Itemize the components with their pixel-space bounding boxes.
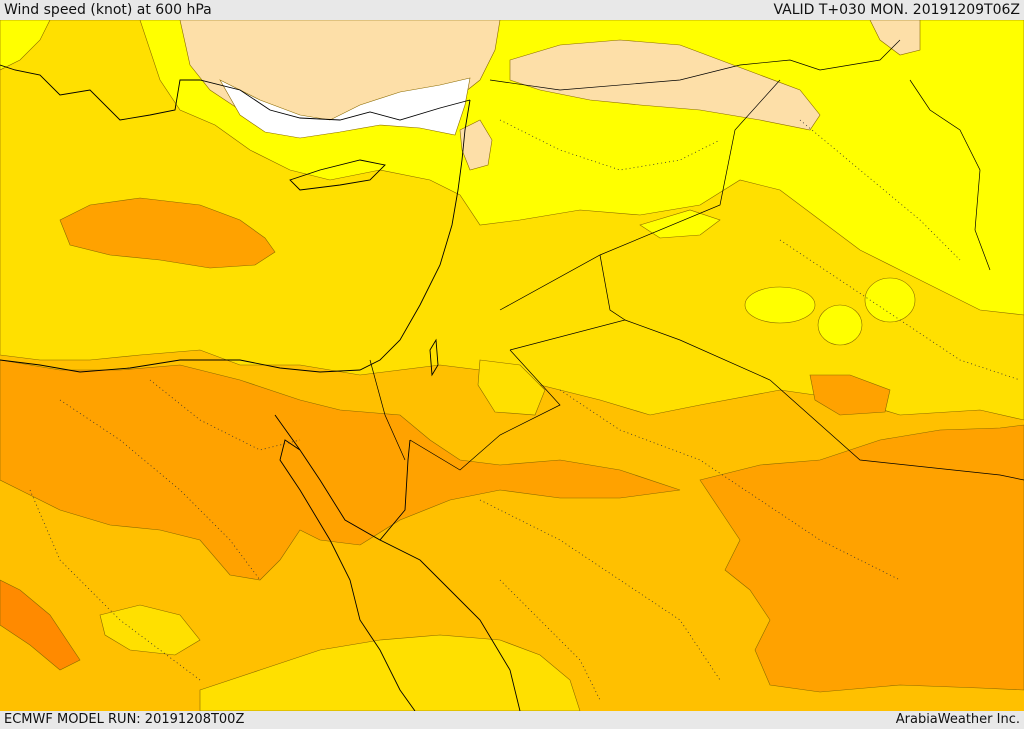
header-bar: Wind speed (knot) at 600 hPa VALID T+030… (0, 0, 1024, 20)
light-gold-pocket-jordan (477, 359, 546, 416)
orange-band-sinai-egypt (0, 359, 681, 581)
yellow-pocket-4 (639, 209, 721, 239)
model-run: ECMWF MODEL RUN: 20191208T00Z (4, 712, 245, 727)
peach-region-east (509, 39, 821, 131)
yellow-pocket-3 (864, 277, 916, 323)
orange-band-nile-pocket (809, 374, 891, 416)
yellow-band-west (0, 20, 51, 71)
wind-speed-map (0, 20, 1024, 711)
light-gold-pocket-south-2 (199, 634, 581, 711)
country-borders (369, 39, 1024, 481)
peach-region-ne-corner (869, 20, 921, 56)
footer-bar: ECMWF MODEL RUN: 20191208T00Z ArabiaWeat… (0, 711, 1024, 729)
orange-band-west-blob (59, 197, 276, 269)
light-gold-pocket-south-1 (99, 604, 201, 656)
chart-title: Wind speed (knot) at 600 hPa (4, 2, 212, 18)
dark-orange-band (0, 579, 81, 671)
provider-credit: ArabiaWeather Inc. (895, 712, 1020, 727)
valid-time: VALID T+030 MON. 20191209T06Z (773, 2, 1020, 18)
map-canvas (0, 20, 1024, 711)
orange-band-east (699, 424, 1024, 693)
coastlines (0, 64, 521, 711)
yellow-pocket-2 (817, 304, 863, 346)
province-borders (29, 119, 1021, 701)
yellow-pocket-1 (744, 286, 816, 324)
peach-region-lebanon (459, 119, 493, 171)
calm-white-region (219, 77, 471, 139)
